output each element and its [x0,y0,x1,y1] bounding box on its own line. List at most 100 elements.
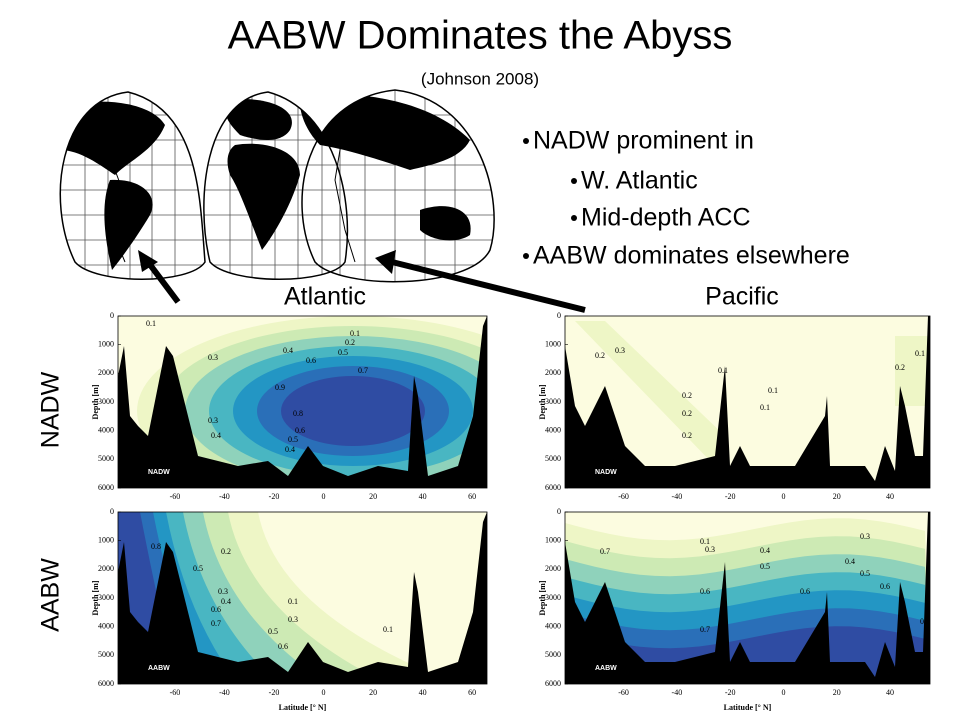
contour-label: 0.4 [211,431,221,440]
topography [118,512,487,684]
y-tick-label: 5000 [98,650,114,659]
contour-band [281,376,425,446]
x-tick-label: 0 [322,492,326,501]
contour-label: 0.1 [350,329,360,338]
basin-label: Pacific [705,283,779,311]
contour-label: 0.8 [293,409,303,418]
contour-label: 0.1 [760,403,770,412]
y-tick-label: 1000 [98,535,114,544]
contour-label: 0.6 [306,356,316,365]
contour-label: 0.2 [682,409,692,418]
y-tick-label: 4000 [98,425,114,434]
y-tick-label: 6000 [98,679,114,688]
contour-label: 0.7 [211,619,221,628]
x-tick-label: -40 [219,492,230,501]
contour-label: 0.8 [151,542,161,551]
x-tick-label: 0 [781,492,785,501]
contour-label: 0.3 [218,587,228,596]
plot-area [118,512,487,684]
x-tick-label: -60 [618,688,629,697]
x-tick-label: 40 [419,492,427,501]
x-tick-label: -20 [269,688,280,697]
y-tick-label: 6000 [98,483,114,492]
world-map [59,89,586,313]
contour-label: 0.1 [146,319,156,328]
panel-tag: NADW [148,469,170,476]
contour-label: 0.4 [221,597,231,606]
x-tick-label: -20 [725,688,736,697]
bullet-text: W. Atlantic [581,167,698,195]
contour-panel: 0.80.20.50.30.40.60.70.10.30.50.60.1AABW… [91,507,488,712]
y-tick-label: 3000 [98,397,114,406]
contour-label: 0.3 [208,416,218,425]
x-axis-label: Latitude [° N] [279,703,327,712]
x-tick-label: 20 [369,492,377,501]
bullet [523,138,529,144]
y-tick-label: 4000 [545,425,561,434]
contour-label: 0.2 [895,363,905,372]
y-tick-label: 3000 [545,397,561,406]
x-tick-label: 40 [419,688,427,697]
panel-tag: AABW [595,665,617,672]
contour-label: 0.6 [700,587,710,596]
y-tick-label: 6000 [545,679,561,688]
y-tick-label: 0 [557,507,561,516]
contour-label: 0.6 [278,642,288,651]
contour-label: 0.3 [860,532,870,541]
y-tick-label: 2000 [545,368,561,377]
basin-label: Atlantic [284,283,366,311]
topography [118,316,487,488]
contour-panel: 0.10.3 0.40.50.60.70.60.70.40.50.60.30.1A… [538,507,931,712]
y-tick-label: 0 [557,311,561,320]
y-axis-label: Depth [m] [538,384,547,419]
x-tick-label: 60 [468,688,476,697]
contour-panel: 0.2 0.3 0.2 0.2 0.2 0.1 0.1 0.1 0.2 0.1 NADW 0 1000 2… [538,311,931,501]
contour-label: 0.1 [915,349,925,358]
contour-label: 0.5 [193,564,203,573]
x-tick-label: -40 [672,688,683,697]
contour-label: 0.5 [760,562,770,571]
contour-label: 0.7 [358,366,368,375]
contour-band [575,321,725,466]
slide-title: AABW Dominates the Abyss [228,14,733,58]
x-tick-label: 40 [886,492,894,501]
topography [565,316,930,488]
y-tick-label: 5000 [98,454,114,463]
bullet-text: NADW prominent in [533,127,754,155]
contour-label: 0.3 [615,346,625,355]
y-tick-label: 0 [110,311,114,320]
contour-label: 0.6 [800,587,810,596]
x-tick-label: -60 [170,492,181,501]
contour-label: 0.6 [211,605,221,614]
bullet-text: AABW dominates elsewhere [533,242,850,270]
slide-subtitle: (Johnson 2008) [421,69,539,88]
y-tick-label: 2000 [98,368,114,377]
contour-label: 0.1 [920,617,930,626]
x-tick-label: 20 [369,688,377,697]
y-tick-label: 1000 [545,339,561,348]
y-tick-label: 2000 [98,564,114,573]
y-tick-label: 3000 [98,593,114,602]
contour-label: 0.6 [295,426,305,435]
contour-label: 0.4 [760,546,770,555]
contour-label: 0.1 [383,625,393,634]
x-axis-label: Latitude [° N] [724,703,772,712]
contour-label: 0.4 [285,445,295,454]
x-tick-label: -40 [672,492,683,501]
contour-label: 0.4 [283,346,293,355]
contour-label: 0.5 [338,348,348,357]
y-tick-label: 0 [110,507,114,516]
y-axis-label: Depth [m] [91,384,100,419]
contour-label: 0.2 [595,351,605,360]
x-tick-label: -40 [219,688,230,697]
contour-label: 0.2 [682,391,692,400]
x-tick-label: 0 [322,688,326,697]
bullet [571,215,577,221]
x-tick-label: 60 [468,492,476,501]
y-tick-label: 2000 [545,564,561,573]
y-tick-label: 1000 [98,339,114,348]
panel-tag: AABW [148,665,170,672]
contour-label: 0.5 [860,569,870,578]
contour-label: 0.2 [221,547,231,556]
